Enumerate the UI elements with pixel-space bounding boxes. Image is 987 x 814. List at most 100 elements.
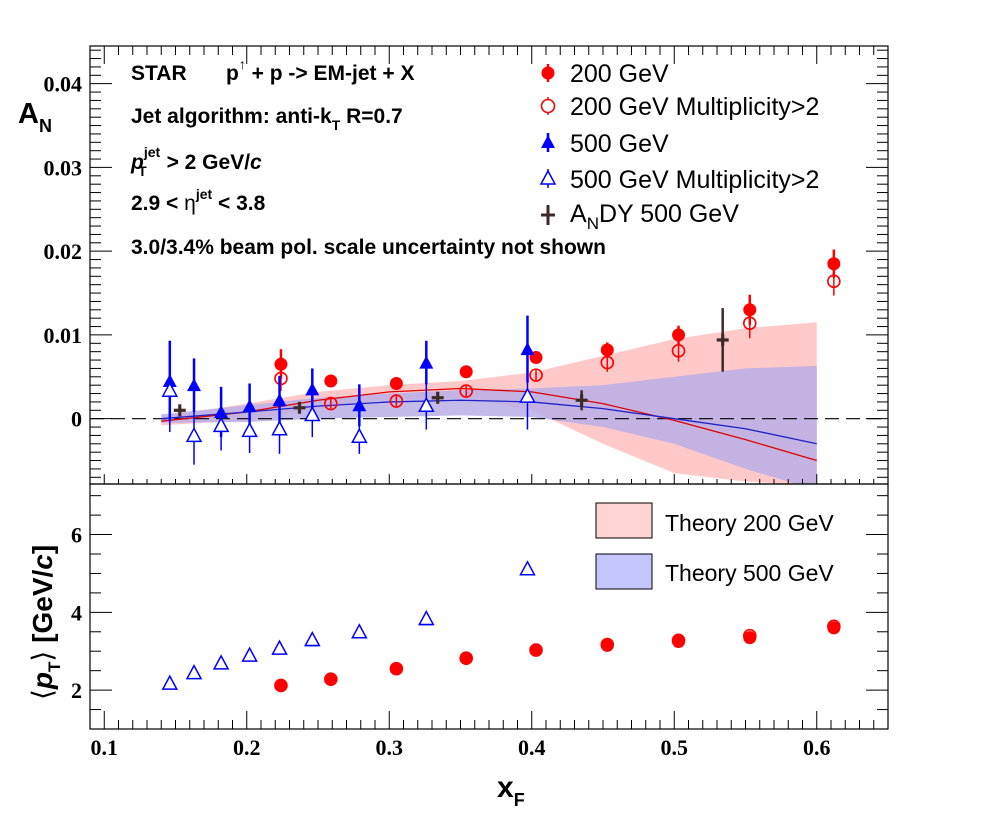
bottom-series-3 — [161, 560, 536, 690]
data-point-open-triangle — [161, 381, 179, 397]
data-point-open-circle — [389, 394, 404, 408]
jet-algorithm-label: Jet algorithm: anti-kT R=0.7 — [131, 105, 403, 133]
data-point-filled-circle — [672, 328, 686, 342]
legend-entry-200-gev: 200 GeV — [541, 60, 669, 88]
legend-label: ANDY 500 GeV — [570, 200, 739, 233]
data-point-filled-triangle — [272, 393, 287, 407]
data-point-open-circle — [742, 628, 757, 643]
data-point-open-circle — [389, 661, 404, 676]
eta-cut-label: 2.9 < ηjet < 3.8 — [131, 186, 266, 215]
data-point-open-triangle — [271, 639, 288, 655]
theory-bands — [161, 322, 817, 484]
data-point-open-triangle — [304, 630, 321, 647]
top-legend: 200 GeV 200 GeV Multiplicity>2 500 GeV 5… — [539, 60, 819, 233]
reaction-label: p↑ + p -> EM-jet + X — [226, 56, 414, 85]
data-point-filled-triangle — [520, 342, 535, 356]
annotations: STAR p↑ + p -> EM-jet + X Jet algorithm:… — [130, 56, 606, 259]
legend-marker-open-triangle — [539, 169, 557, 185]
data-point-open-triangle — [212, 416, 230, 433]
data-point-filled-triangle — [305, 382, 320, 396]
legend-label: 200 GeV Multiplicity>2 — [570, 93, 819, 121]
y-tick-label: 0.03 — [44, 155, 83, 180]
data-point-filled-circle — [274, 357, 288, 371]
data-point-open-circle — [529, 643, 543, 657]
data-point-open-circle — [600, 355, 615, 370]
series-s500m — [161, 348, 536, 465]
data-point-open-circle — [671, 633, 686, 648]
data-point-open-triangle — [304, 405, 321, 422]
data-point-filled-circle — [324, 374, 338, 388]
data-point-open-circle — [827, 274, 841, 289]
data-point-filled-circle — [389, 662, 403, 676]
legend-swatch-theory-200 — [595, 502, 653, 539]
y-tick-label: 0.01 — [44, 323, 83, 348]
data-point-open-circle — [274, 678, 288, 693]
data-point-filled-circle — [324, 672, 338, 686]
data-point-open-circle — [274, 371, 288, 386]
x-tick-label: 0.4 — [518, 735, 546, 760]
y-tick-label: 4 — [71, 600, 82, 625]
data-point-open-circle — [600, 637, 615, 652]
legend-entry-500-gev: 500 GeV — [541, 130, 669, 158]
experiment-label: STAR — [131, 62, 187, 85]
data-point-open-circle — [742, 316, 757, 331]
y-tick-label: 2 — [71, 678, 82, 703]
data-point-open-circle — [324, 396, 338, 411]
data-point-filled-circle — [600, 343, 614, 357]
bottom-data-points — [161, 560, 841, 693]
top-data-points — [161, 249, 841, 465]
legend-entry-500-gev-mult: 500 GeV Multiplicity>2 — [539, 166, 819, 194]
legend-label: 500 GeV — [570, 130, 669, 158]
data-point-open-triangle — [271, 420, 288, 436]
data-point-open-circle — [827, 619, 841, 634]
data-point-filled-triangle — [352, 398, 367, 412]
legend-label: 500 GeV Multiplicity>2 — [570, 166, 819, 194]
y-tick-label: 6 — [71, 523, 82, 548]
legend-label: Theory 500 GeV — [665, 560, 834, 586]
data-point-open-triangle — [519, 560, 536, 576]
data-point-open-triangle — [185, 664, 203, 680]
x-tick-label: 0.2 — [233, 735, 261, 760]
data-point-open-triangle — [351, 623, 368, 639]
y-tick-label: 0 — [71, 407, 82, 432]
data-point-filled-circle — [827, 257, 841, 271]
bottom-series-2 — [162, 562, 535, 690]
data-point-filled-circle — [459, 365, 473, 379]
polarization-note: 3.0/3.4% beam pol. scale uncertainty not… — [131, 236, 606, 259]
data-point-open-triangle — [418, 396, 435, 413]
theory-band-500 — [161, 365, 817, 484]
data-point-open-triangle — [241, 421, 258, 438]
bottom-y-axis-title: ⟨pT⟩ [GeV/c] — [27, 545, 64, 700]
legend-entry-200-gev-mult: 200 GeV Multiplicity>2 — [540, 93, 819, 121]
bottom-legend: Theory 200 GeV Theory 500 GeV — [595, 502, 834, 590]
bottom-y-tick-labels: 2 4 6 — [71, 523, 82, 704]
theory-curve-500 — [161, 399, 817, 445]
data-point-filled-triangle — [187, 378, 202, 392]
data-point-open-circle — [459, 384, 474, 398]
data-point-filled-triangle — [419, 355, 434, 369]
data-point-open-triangle — [418, 609, 435, 626]
data-point-open-triangle — [241, 646, 258, 662]
legend-swatch-theory-500 — [595, 553, 653, 590]
series-andy — [173, 308, 729, 417]
x-tick-label: 0.6 — [803, 735, 831, 760]
data-point-filled-circle — [459, 651, 473, 665]
bottom-series-1 — [274, 619, 841, 693]
data-point-filled-triangle — [242, 399, 257, 413]
legend-marker-filled-circle — [541, 66, 555, 80]
legend-entry-andy: ANDY 500 GeV — [541, 200, 739, 233]
x-tick-label: 0.3 — [376, 735, 404, 760]
x-tick-label: 0.1 — [91, 735, 119, 760]
data-point-open-circle — [324, 672, 338, 687]
data-point-open-triangle — [212, 654, 230, 670]
data-point-open-circle — [671, 344, 686, 358]
legend-marker-filled-triangle — [541, 135, 555, 148]
x-tick-label: 0.5 — [661, 735, 689, 760]
series-s200 — [274, 249, 841, 391]
data-point-open-triangle — [185, 426, 203, 443]
pt-cut-label: pjet T > 2 GeV/c — [130, 144, 262, 179]
x-axis-title: xF — [497, 771, 525, 810]
y-tick-label: 0.02 — [44, 239, 83, 264]
top-y-axis-title: AN — [18, 98, 52, 136]
